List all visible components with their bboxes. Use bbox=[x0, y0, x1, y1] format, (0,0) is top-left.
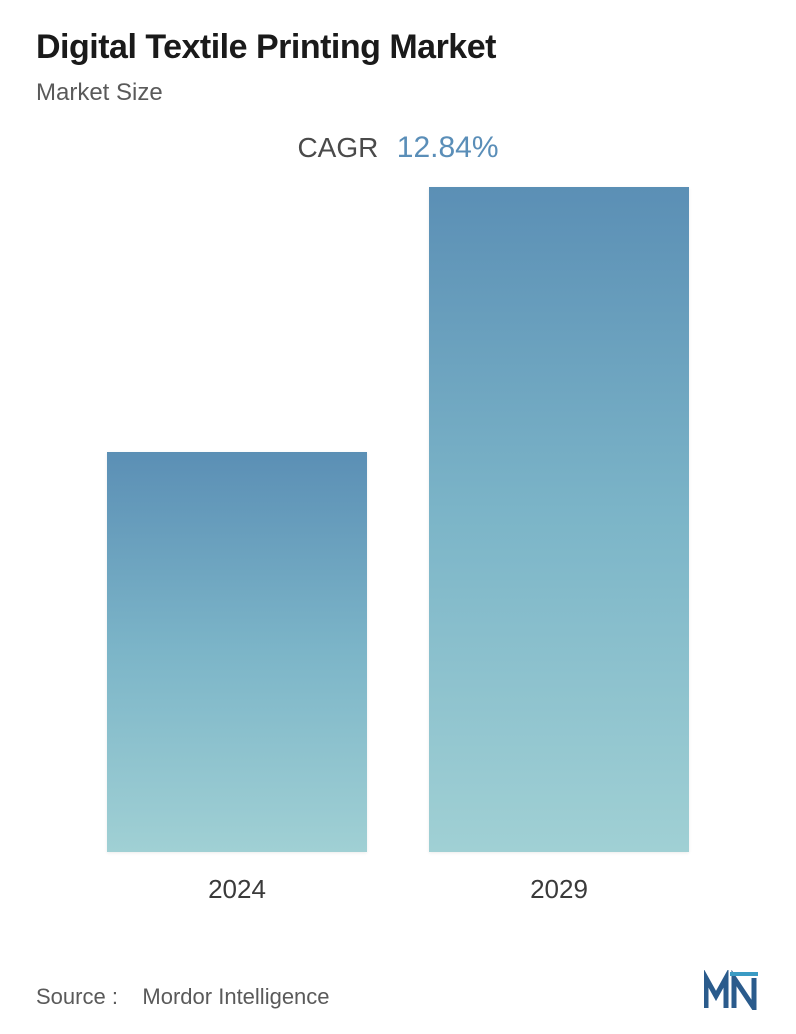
bar-1 bbox=[429, 187, 689, 852]
bar-0 bbox=[107, 452, 367, 852]
bar-group-0: 2024 bbox=[107, 452, 367, 905]
bar-label-0: 2024 bbox=[208, 874, 266, 905]
cagr-row: CAGR 12.84% bbox=[36, 131, 760, 165]
mn-logo-icon bbox=[704, 970, 760, 1010]
bar-label-1: 2029 bbox=[530, 874, 588, 905]
source-text: Source : Mordor Intelligence bbox=[36, 984, 330, 1010]
cagr-value: 12.84% bbox=[397, 131, 499, 164]
chart-title: Digital Textile Printing Market bbox=[36, 28, 760, 67]
source-name: Mordor Intelligence bbox=[142, 984, 329, 1009]
cagr-label: CAGR bbox=[297, 132, 378, 163]
bar-group-1: 2029 bbox=[429, 187, 689, 905]
footer: Source : Mordor Intelligence bbox=[36, 970, 760, 1010]
chart-area: 2024 2029 bbox=[36, 205, 760, 905]
source-label: Source : bbox=[36, 984, 118, 1009]
chart-subtitle: Market Size bbox=[36, 79, 760, 107]
